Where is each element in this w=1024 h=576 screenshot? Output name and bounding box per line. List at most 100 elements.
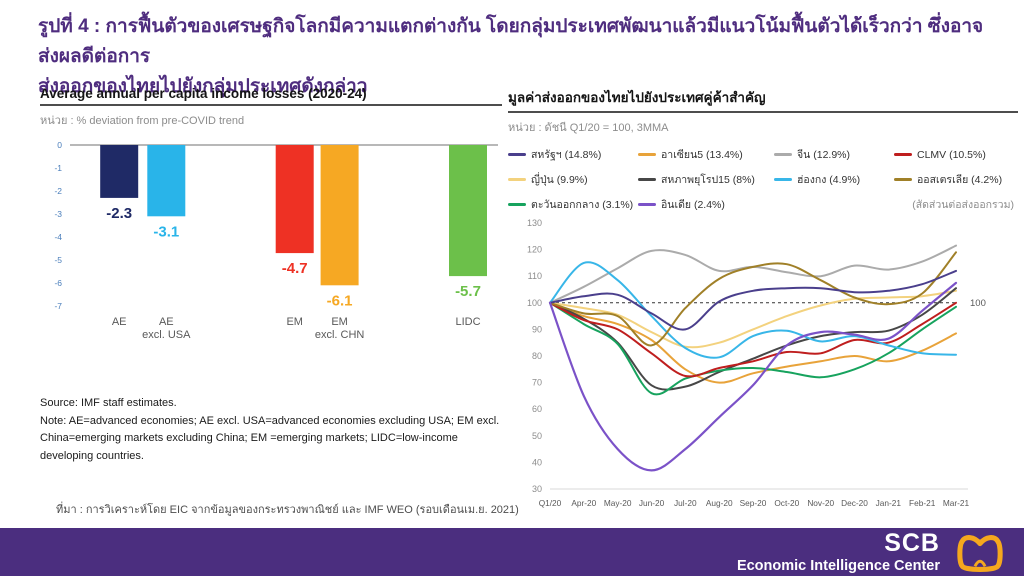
legend-label: สหรัฐฯ (14.8%) — [531, 149, 602, 161]
bar-EM excl. CHN — [320, 145, 359, 286]
line-ytick-90: 90 — [532, 324, 542, 334]
bar-AE — [100, 145, 139, 198]
line-ytick-60: 60 — [532, 404, 542, 414]
line-xtick-2: May-20 — [604, 498, 632, 508]
income-losses-panel: Average annual per capita income losses … — [40, 86, 502, 465]
footer-brand-bar: SCB Economic Intelligence Center — [0, 528, 1024, 576]
series-line-3 — [549, 301, 957, 378]
bar-category-3: EM — [331, 316, 348, 328]
scb-wordmark: SCB — [884, 528, 940, 557]
source-line: Source: IMF staff estimates. — [40, 397, 177, 409]
legend-swatch-icon — [894, 153, 912, 156]
page-title-line-2: ส่งออกของไทยไปยังกลุ่มประเทศดังกล่าว — [38, 76, 368, 97]
legend-label: CLMV (10.5%) — [917, 148, 986, 161]
bar-ytick--3: -3 — [54, 209, 62, 219]
legend-swatch-icon — [508, 178, 526, 181]
series-line-6 — [549, 261, 957, 359]
line-xtick-5: Aug-20 — [706, 498, 733, 508]
line-chart-unit-label: หน่วย : ดัชนี Q1/20 = 100, 3MMA — [508, 122, 669, 134]
legend-item-3: CLMV (10.5%) — [894, 146, 1018, 163]
legend-swatch-icon — [774, 178, 792, 181]
footnote: ที่มา : การวิเคราะห์โดย EIC จากข้อมูลของ… — [56, 504, 519, 516]
bar-category-1: excl. USA — [142, 329, 191, 341]
legend-swatch-icon — [638, 153, 656, 156]
bar-chart-title: Average annual per capita income losses … — [40, 86, 502, 106]
line-xtick-1: Apr-20 — [571, 498, 596, 508]
bar-ytick--1: -1 — [54, 163, 62, 173]
bar-category-2: EM — [286, 316, 303, 328]
line-xtick-12: Mar-21 — [943, 498, 970, 508]
bar-EM — [275, 145, 314, 254]
bar-ytick--6: -6 — [54, 278, 62, 288]
legend-label: อินเดีย (2.4%) — [661, 199, 725, 211]
legend-item-4: ญี่ปุ่น (9.9%) — [508, 171, 634, 188]
series-line-7 — [549, 251, 957, 347]
page-title: รูปที่ 4 : การฟื้นตัวของเศรษฐกิจโลกมีควา… — [38, 12, 1003, 102]
line-ytick-100: 100 — [527, 298, 542, 308]
bar-ytick--5: -5 — [54, 255, 62, 265]
bar-value-0: -2.3 — [106, 205, 132, 222]
series-line-0 — [549, 269, 957, 331]
legend-swatch-icon — [508, 203, 526, 206]
line-xtick-9: Dec-20 — [841, 498, 868, 508]
legend-swatch-icon — [638, 178, 656, 181]
legend-item-7: ออสเตรเลีย (4.2%) — [894, 171, 1018, 188]
legend-label: ญี่ปุ่น (9.9%) — [531, 174, 588, 186]
bar-value-2: -4.7 — [282, 260, 308, 277]
line-ytick-30: 30 — [532, 484, 542, 494]
legend-label: อาเซียน5 (13.4%) — [661, 149, 743, 161]
bar-value-3: -6.1 — [327, 292, 353, 309]
exports-line-chart: 30 40 50 60 70 80 90 100 110 120 130 100 Q1/20 Apr-20… — [527, 218, 986, 508]
note-line: Note: AE=advanced economies; AE excl. US… — [40, 414, 500, 462]
bar-ytick--7: -7 — [54, 301, 62, 311]
line-xtick-8: Nov-20 — [807, 498, 834, 508]
line-ytick-120: 120 — [527, 245, 542, 255]
bar-category-4: LIDC — [455, 316, 480, 328]
bar-ytick--2: -2 — [54, 186, 62, 196]
bar-ytick-0: 0 — [57, 140, 62, 150]
bar-category-0: AE — [112, 316, 127, 328]
legend-label: จีน (12.9%) — [797, 149, 851, 161]
legend-swatch-icon — [508, 153, 526, 156]
brand-text: SCB Economic Intelligence Center — [736, 528, 940, 574]
line-ytick-130: 130 — [527, 218, 542, 228]
line-ytick-40: 40 — [532, 457, 542, 467]
line-chart-legend: สหรัฐฯ (14.8%) อาเซียน5 (13.4%) จีน (12.9%… — [508, 146, 1018, 213]
bar-category-3: excl. CHN — [315, 329, 365, 341]
bar-LIDC — [449, 145, 487, 277]
legend-item-6: ฮ่องกง (4.9%) — [774, 171, 890, 188]
bar-chart-unit-label: หน่วย : % deviation from pre-COVID trend — [40, 115, 245, 127]
legend-item-8: ตะวันออกกลาง (3.1%) — [508, 196, 634, 213]
legend-item-1: อาเซียน5 (13.4%) — [638, 146, 770, 163]
line-xtick-6: Sep-20 — [740, 498, 767, 508]
page-title-line-1: รูปที่ 4 : การฟื้นตัวของเศรษฐกิจโลกมีควา… — [38, 16, 984, 67]
line-chart-title: มูลค่าส่งออกของไทยไปยังประเทศคู่ค้าสำคัญ — [508, 86, 1018, 113]
legend-label: สหภาพยุโรป15 (8%) — [661, 174, 755, 186]
line-ytick-110: 110 — [528, 271, 542, 281]
line-xtick-4: Jul-20 — [674, 498, 697, 508]
series-line-4 — [549, 289, 957, 349]
legend-swatch-icon — [638, 203, 656, 206]
legend-item-5: สหภาพยุโรป15 (8%) — [638, 171, 770, 188]
scb-logo-icon — [957, 535, 1003, 572]
series-line-1 — [549, 301, 957, 384]
reference-label: 100 — [970, 298, 986, 309]
line-xtick-0: Q1/20 — [539, 498, 562, 508]
exports-panel: มูลค่าส่งออกของไทยไปยังประเทศคู่ค้าสำคัญ… — [508, 86, 1018, 513]
series-line-9 — [548, 281, 958, 472]
line-xtick-3: Jun-20 — [639, 498, 665, 508]
bar-AE excl. USA — [147, 145, 186, 217]
line-xtick-11: Feb-21 — [909, 498, 936, 508]
line-ytick-50: 50 — [532, 431, 542, 441]
line-xtick-7: Oct-20 — [774, 498, 799, 508]
line-ytick-70: 70 — [532, 378, 542, 388]
legend-label: ฮ่องกง (4.9%) — [797, 174, 861, 186]
bar-ytick--4: -4 — [54, 232, 62, 242]
legend-swatch-icon — [894, 178, 912, 181]
eic-wordmark: Economic Intelligence Center — [736, 557, 940, 574]
legend-item-9: อินเดีย (2.4%) — [638, 196, 770, 213]
source-note-block: Source: IMF staff estimates. Note: AE=ad… — [40, 395, 514, 465]
legend-item-0: สหรัฐฯ (14.8%) — [508, 146, 634, 163]
bar-value-1: -3.1 — [153, 223, 179, 240]
